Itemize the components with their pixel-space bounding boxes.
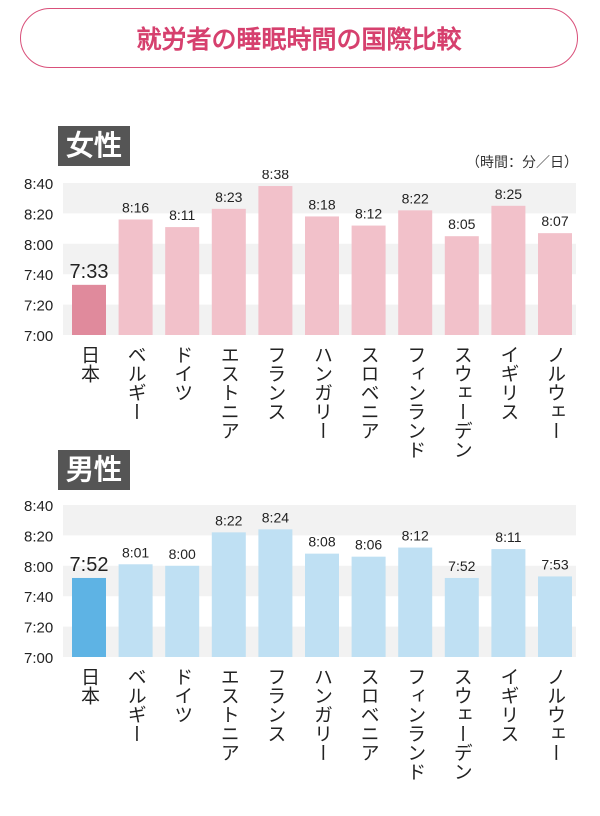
bar (351, 556, 386, 657)
female-section-label: 女性 (58, 126, 131, 166)
x-tick-label: ノルウェー (544, 345, 566, 440)
grid-band (63, 505, 576, 536)
data-label: 8:11 (495, 529, 521, 545)
x-tick-label: 日本 (78, 667, 100, 705)
bar (165, 227, 200, 335)
x-tick-label: ドイツ (171, 667, 193, 724)
y-tick-label: 8:00 (24, 559, 53, 576)
x-tick-label: ベルギー (125, 667, 147, 743)
x-tick-label: スウェーデン (451, 667, 473, 781)
bar (351, 225, 386, 335)
y-tick-label: 7:00 (24, 328, 53, 345)
data-label: 8:01 (122, 544, 149, 560)
data-label: 8:18 (308, 196, 335, 212)
data-label: 8:08 (308, 534, 335, 550)
x-tick-label: スウェーデン (451, 345, 473, 459)
y-tick-label: 7:40 (24, 589, 53, 606)
bar (491, 549, 526, 657)
chart-title: 就労者の睡眠時間の国際比較 (136, 25, 462, 54)
data-label: 7:52 (70, 554, 109, 576)
y-tick-label: 8:40 (24, 176, 53, 193)
bar (258, 186, 293, 335)
data-label: 8:12 (402, 528, 429, 544)
male-chart: 7:00 7:20 7:40 8:00 8:20 8:40 7:52 日本 8:01 ベルギー 8:… (24, 498, 576, 781)
female-chart: 7:00 7:20 7:40 8:00 8:20 8:40 7:33 日本 8:16 ベルギー 8:… (24, 170, 576, 459)
title-box: 就労者の睡眠時間の国際比較 (20, 8, 578, 68)
bar (538, 233, 572, 335)
bar (305, 216, 339, 335)
data-label: 8:06 (355, 537, 382, 553)
x-tick-label: スロベニア (358, 667, 380, 762)
bar (165, 565, 200, 657)
y-tick-label: 8:00 (24, 237, 53, 254)
grid-band (63, 183, 576, 214)
y-tick-label: 8:20 (24, 528, 53, 545)
y-tick-label: 7:20 (24, 620, 53, 637)
data-label: 8:38 (262, 170, 289, 182)
x-tick-label: 日本 (78, 345, 100, 383)
bar (118, 564, 153, 657)
x-tick-label: イギリス (497, 667, 519, 743)
bar (444, 236, 479, 335)
data-label: 7:33 (70, 261, 109, 283)
data-label: 8:22 (215, 512, 242, 528)
bar (211, 532, 246, 657)
data-label: 8:23 (215, 189, 242, 205)
x-tick-label: フィンランド (404, 667, 426, 781)
bar (491, 205, 526, 335)
bar (72, 577, 106, 657)
y-tick-label: 8:40 (24, 498, 53, 515)
x-tick-label: フランス (264, 345, 286, 421)
data-label: 8:25 (495, 186, 522, 202)
male-section-label: 男性 (58, 450, 131, 490)
x-tick-label: ノルウェー (544, 667, 566, 762)
data-label: 8:00 (169, 546, 196, 562)
data-label: 8:07 (541, 213, 568, 229)
data-label: 8:24 (262, 509, 289, 525)
data-label: 8:05 (448, 216, 475, 232)
x-tick-label: ハンガリー (311, 667, 333, 762)
bar (305, 553, 339, 657)
x-tick-label: ハンガリー (311, 345, 333, 440)
data-label: 8:11 (169, 207, 195, 223)
x-tick-label: エストニア (218, 667, 240, 762)
y-tick-label: 7:20 (24, 298, 53, 315)
bar (398, 547, 433, 657)
y-tick-label: 8:20 (24, 206, 53, 223)
bar (118, 219, 153, 335)
data-label: 7:52 (448, 558, 475, 574)
x-tick-label: スロベニア (358, 345, 380, 440)
bar (211, 208, 246, 335)
bar (72, 284, 106, 335)
bar (258, 529, 293, 657)
x-tick-label: ベルギー (125, 345, 147, 421)
x-tick-label: フランス (264, 667, 286, 743)
unit-note: （時間：分／日） (466, 155, 578, 171)
y-tick-label: 7:40 (24, 267, 53, 284)
bar (398, 210, 433, 335)
bar (538, 576, 572, 657)
y-tick-label: 7:00 (24, 650, 53, 667)
bar (444, 577, 479, 657)
data-label: 8:22 (402, 190, 429, 206)
x-tick-label: イギリス (497, 345, 519, 421)
data-label: 7:53 (541, 556, 568, 572)
x-tick-label: エストニア (218, 345, 240, 440)
data-label: 8:16 (122, 199, 149, 215)
data-label: 8:12 (355, 206, 382, 222)
x-tick-label: フィンランド (404, 345, 426, 459)
x-tick-label: ドイツ (171, 345, 193, 402)
